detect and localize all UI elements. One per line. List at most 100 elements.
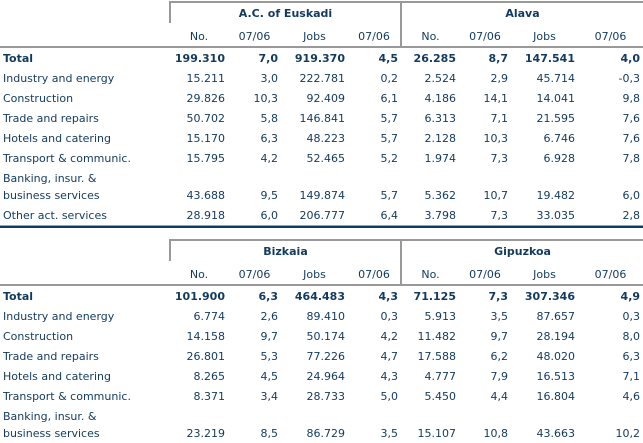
value-cell: 4,3 [380,370,399,383]
region-header-row: A.C. of Euskadi Alava [0,1,643,23]
value-cell: 6,0 [228,205,281,226]
value-cell: 15.107 [417,427,457,440]
corner-cell [0,23,170,48]
value-cell: 10,2 [615,427,641,440]
table-row: Trade and repairs 50.702 5,8 146.841 5,7 6.31… [0,108,643,128]
column-header-jobs: Jobs [511,23,578,48]
row-label-line: Construction [3,92,74,105]
value-cell: 9,7 [260,330,279,343]
value-cell: 5.913 [424,310,457,323]
value-cell: 10,3 [253,92,279,105]
value-cell: 6,3 [260,132,279,145]
value-cell: 4,5 [378,52,399,65]
value-cell: 5.450 [424,390,457,403]
row-label: Total [0,47,170,68]
row-label-line: Construction [3,330,74,343]
value-cell: 26.801 [186,350,226,363]
column-header-no: No. [170,261,228,286]
value-cell: 5,7 [380,189,399,202]
region-header-group2: Gipuzkoa [399,239,643,261]
value-cell: 4,6 [622,390,641,403]
value-cell: 7,8 [622,152,641,165]
value-cell: 6,3 [622,350,641,363]
value-cell: 14,1 [483,92,509,105]
table-row: Banking, insur. & business services 43.688… [0,168,643,205]
value-cell: 10,3 [483,132,509,145]
value-cell: 4,3 [378,290,399,303]
table-row: Hotels and catering 8.265 4,5 24.964 4,3 4.77… [0,366,643,386]
data-table: Bizkaia Gipuzkoa No. 07/06 Jobs 07/06 No… [0,239,643,443]
value-cell: 4,9 [620,290,641,303]
table-row: Banking, insur. & business services 23.219… [0,406,643,443]
column-header-row: No. 07/06 Jobs 07/06 No. 07/06 Jobs 07/0… [0,261,643,286]
value-cell: 11.482 [417,330,457,343]
value-cell: 7,3 [490,152,509,165]
row-label: Total [0,285,170,306]
column-header-0706: 07/06 [228,23,281,48]
column-header-0706: 07/06 [578,23,643,48]
value-cell: 6,3 [258,290,279,303]
value-cell: 50.174 [306,330,346,343]
column-header-jobs: Jobs [511,261,578,286]
region-header-group1: A.C. of Euskadi [169,1,401,23]
corner-cell [0,240,170,261]
row-label-line: Transport & communic. [3,390,131,403]
row-label-line: Other act. services [3,209,107,222]
value-cell: 2,6 [260,310,279,323]
sector-employment-table-bizkaia-gipuzkoa: Bizkaia Gipuzkoa No. 07/06 Jobs 07/06 No… [0,239,643,443]
row-label-line: Hotels and catering [3,370,111,383]
value-cell: 8.371 [193,390,226,403]
value-cell: 4,5 [260,370,279,383]
value-cell: 28.194 [536,330,576,343]
region-header-group1: Bizkaia [169,239,401,261]
value-cell: 19.482 [536,189,576,202]
column-header-0706: 07/06 [459,23,511,48]
value-cell: 2,8 [578,205,643,226]
row-label-line: Trade and repairs [3,112,99,125]
column-header-0706: 07/06 [459,261,511,286]
value-cell: 77.226 [306,350,346,363]
value-cell: 15.211 [186,72,226,85]
value-cell: 5,3 [260,350,279,363]
value-cell: 5,7 [380,112,399,125]
table-row: Construction 14.158 9,7 50.174 4,2 11.482 9,7 2… [0,326,643,346]
value-cell: 23.219 [186,427,226,440]
value-cell: 33.035 [511,205,578,226]
row-label-line: Industry and energy [3,72,115,85]
value-cell: 26.285 [413,52,456,65]
value-cell: 5,2 [380,152,399,165]
value-cell: 5,0 [380,390,399,403]
value-cell: 4.186 [424,92,457,105]
value-cell: 4.777 [424,370,457,383]
value-cell: 15.170 [186,132,226,145]
value-cell: 4,7 [380,350,399,363]
table-row: Trade and repairs 26.801 5,3 77.226 4,7 17.58… [0,346,643,366]
table-row: Transport & communic. 8.371 3,4 28.733 5,0 5.… [0,386,643,406]
value-cell: 17.588 [417,350,457,363]
value-cell: 71.125 [413,290,456,303]
value-cell: 6.746 [543,132,576,145]
value-cell: 92.409 [306,92,346,105]
value-cell: 6.928 [543,152,576,165]
row-label: Trade and repairs [0,346,170,366]
column-header-no: No. [400,23,459,48]
value-cell: 87.657 [536,310,576,323]
row-label-line: Trade and repairs [3,350,99,363]
value-cell: 6.313 [424,112,457,125]
column-header-0706: 07/06 [348,261,401,286]
value-cell: 28.918 [170,205,228,226]
row-label: Other act. services [0,205,170,226]
value-cell: 15.795 [186,152,226,165]
row-label: Banking, insur. & business services [0,168,170,205]
value-cell: 919.370 [294,52,345,65]
column-header-no: No. [400,261,459,286]
value-cell: 3,5 [380,427,399,440]
value-cell: 89.410 [306,310,346,323]
column-header-row: No. 07/06 Jobs 07/06 No. 07/06 Jobs 07/0… [0,23,643,48]
value-cell: 7,3 [488,290,509,303]
value-cell: 8,0 [622,330,641,343]
value-cell: 2,9 [490,72,509,85]
value-cell: 10,8 [483,427,509,440]
row-label-line: business services [3,427,100,440]
row-label-line: Total [3,290,34,303]
